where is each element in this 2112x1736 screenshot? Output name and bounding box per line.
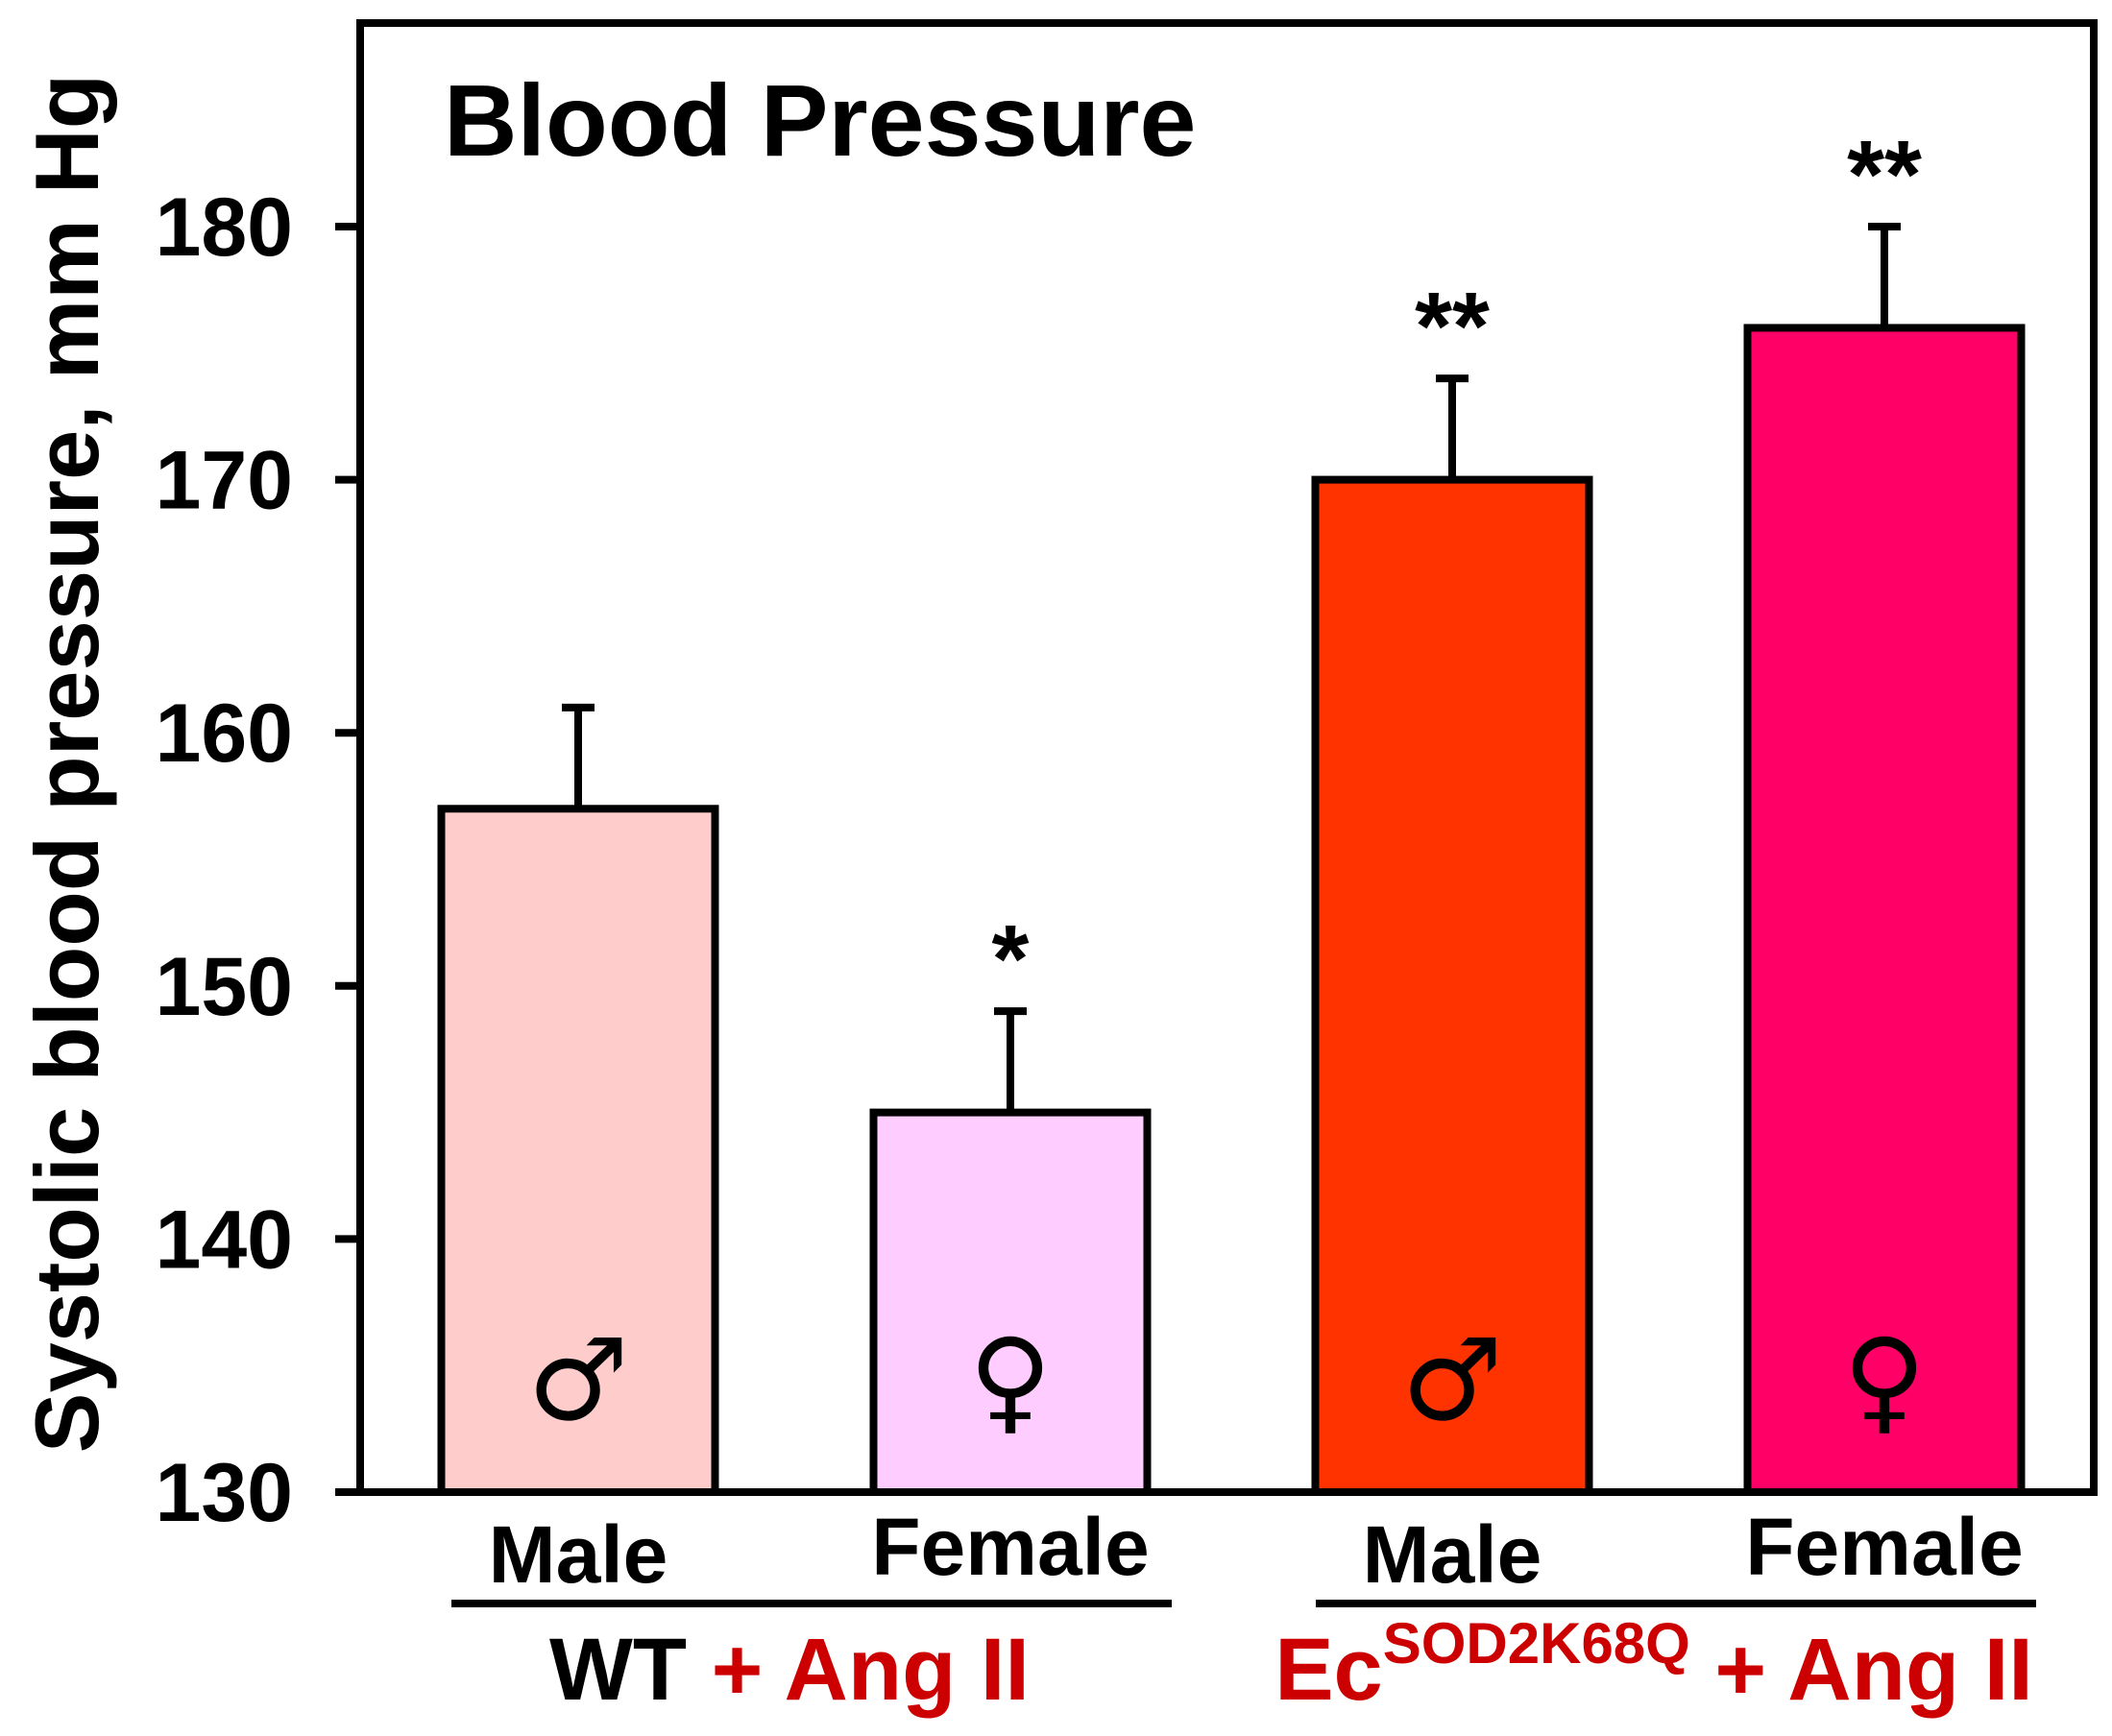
significance-mark-3: ** [1415,273,1490,380]
group-label-2: EcSOD2K68Q + Ang II [1274,1611,2033,1719]
y-axis-label: Systolic blood pressure, mm Hg [16,74,117,1453]
significance-mark-4: ** [1847,121,1922,229]
group-treatment: + Ang II [687,1621,1030,1719]
bar-4 [1743,324,2026,1497]
x-tick-label-3: Male [1363,1509,1542,1600]
y-tick-label-6: 180 [156,181,294,274]
x-tick-label-4: Female [1745,1502,2024,1592]
error-bars-layer [562,223,1901,1113]
significance-mark-2: * [992,905,1030,1013]
y-tick-label-4: 160 [156,687,294,780]
chart-title: Blood Pressure [444,64,1196,178]
bars-layer [437,324,2026,1497]
group-label-1: WT + Ang II [549,1621,1030,1719]
x-tick-label-1: Male [489,1509,668,1600]
group-name: WT [549,1621,687,1719]
group-labels: WT + Ang II EcSOD2K68Q + Ang II [451,1600,2036,1719]
female-symbol-icon-2: ♀ [969,1314,1052,1446]
female-symbol-icon-4: ♀ [1843,1314,1926,1446]
x-axis-labels: Male Female Male Female [489,1502,2024,1600]
y-tick-label-5: 170 [156,435,294,527]
plot-frame [356,19,2098,1496]
bar-1 [437,805,719,1496]
male-symbol-icon-1: ♂ [527,1314,629,1446]
x-tick-label-2: Female [871,1502,1150,1592]
significance-layer: ***** [992,121,1922,1013]
male-symbol-icon-3: ♂ [1401,1314,1503,1446]
group-name: Ec [1274,1621,1383,1719]
group-treatment: + Ang II [1690,1621,2033,1719]
y-axis: 130 140 150 160 170 180 [156,181,360,1539]
group-name-superscript: SOD2K68Q [1383,1611,1690,1676]
bar-2 [869,1108,1152,1496]
y-tick-label-1: 130 [156,1447,294,1539]
sex-symbols-layer: ♂ ♀ ♂ ♀ [527,1314,1926,1446]
y-tick-label-3: 150 [156,941,294,1033]
y-tick-label-2: 140 [156,1194,294,1286]
